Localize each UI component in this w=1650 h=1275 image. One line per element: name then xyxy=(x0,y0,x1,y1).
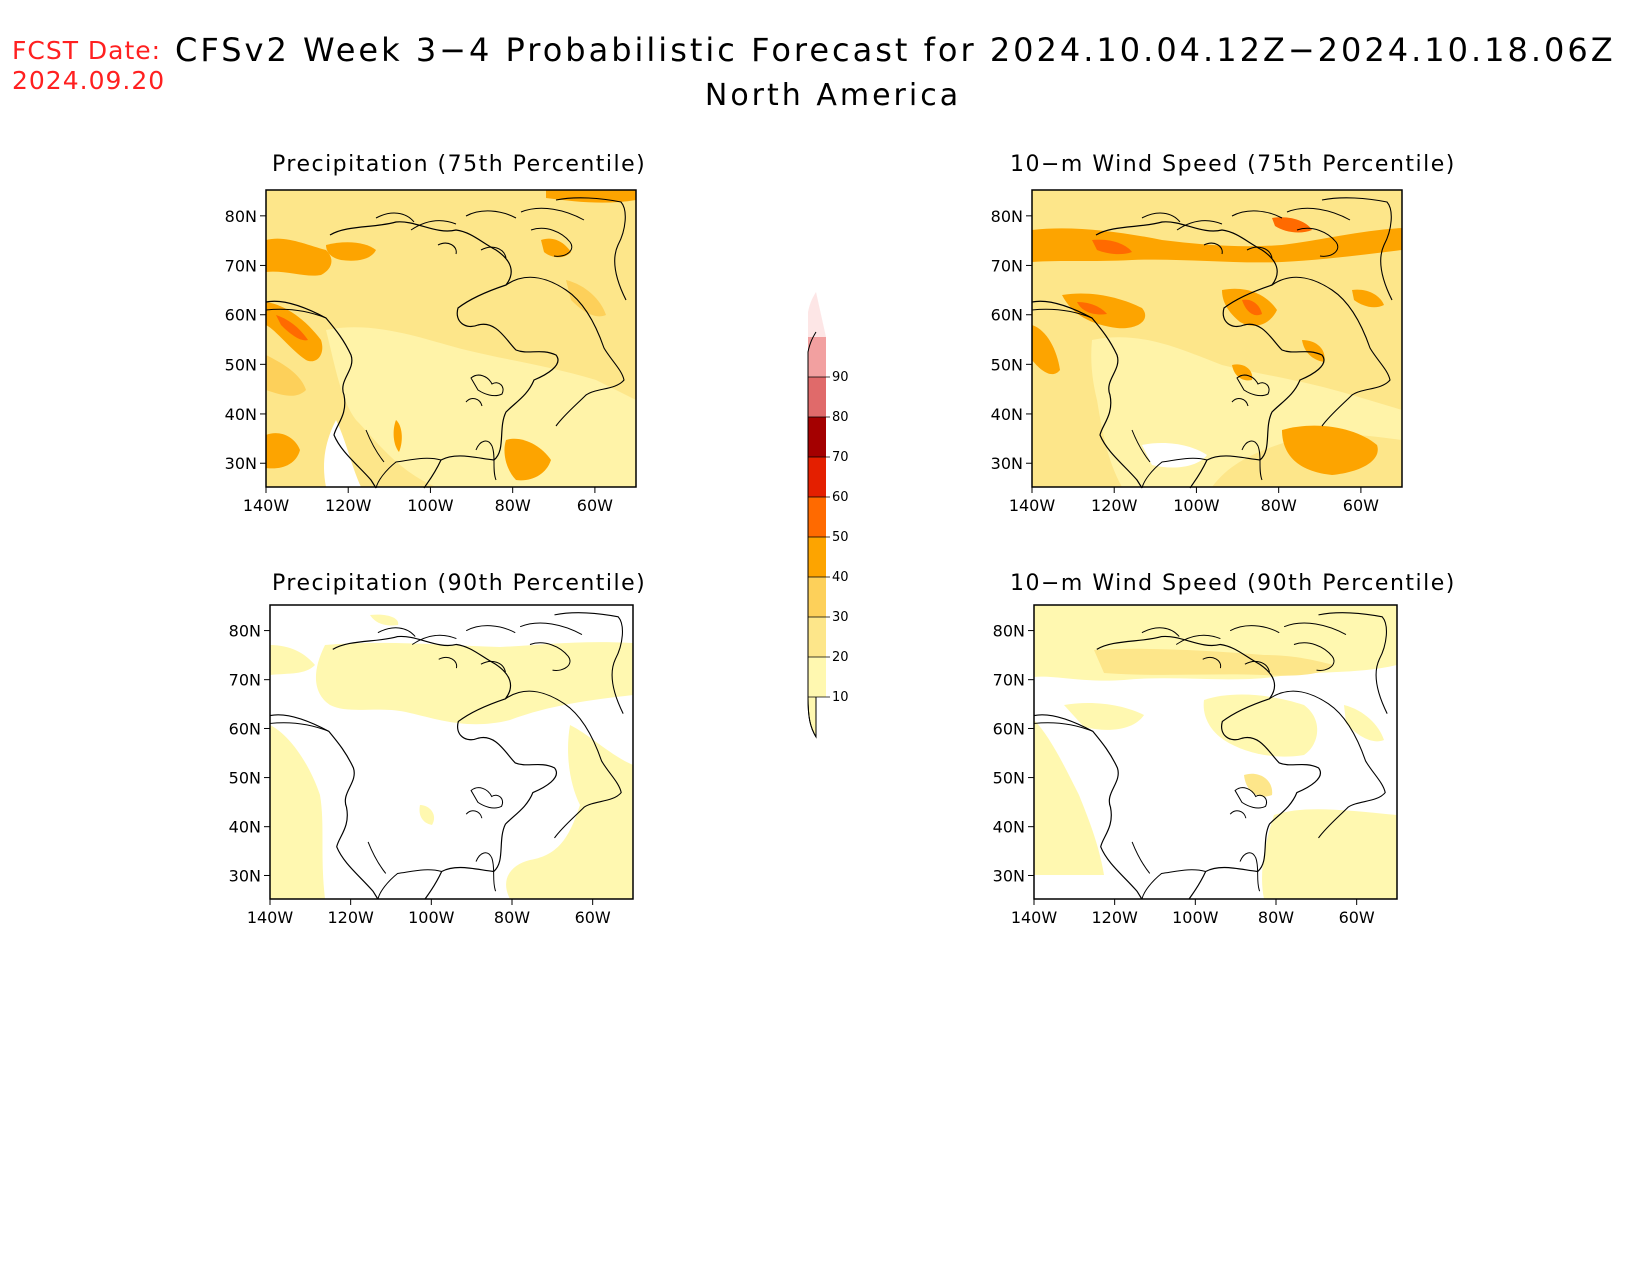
lat-label: 70N xyxy=(225,256,257,275)
colorbar-swatch xyxy=(808,417,826,457)
map-panel-wind75 xyxy=(1031,189,1403,489)
lon-label: 140W xyxy=(247,908,294,927)
lon-label: 60W xyxy=(1343,496,1379,515)
region-title: North America xyxy=(704,78,962,113)
colorbar-label: 20 xyxy=(832,650,849,665)
panel-title-precip75: Precipitation (75th Percentile) xyxy=(272,152,647,177)
page-title: CFSv2 Week 3−4 Probabilistic Forecast fo… xyxy=(175,31,1616,69)
forecast-date-value: 2024.09.20 xyxy=(12,66,166,95)
panel-title-precip90: Precipitation (90th Percentile) xyxy=(272,571,647,596)
colorbar-swatch xyxy=(808,657,826,697)
lat-label: 60N xyxy=(991,306,1023,325)
lon-label: 100W xyxy=(408,908,455,927)
colorbar-label: 40 xyxy=(832,570,849,585)
lon-label: 120W xyxy=(1091,908,1138,927)
lat-label: 50N xyxy=(993,769,1025,788)
lat-label: 50N xyxy=(229,769,261,788)
lat-label: 70N xyxy=(229,671,261,690)
colorbar-label: 30 xyxy=(832,610,849,625)
lat-label: 30N xyxy=(991,454,1023,473)
lat-label: 70N xyxy=(991,256,1023,275)
lon-label: 80W xyxy=(494,908,530,927)
lon-label: 80W xyxy=(1258,908,1294,927)
lon-label: 60W xyxy=(577,496,613,515)
lat-label: 60N xyxy=(225,306,257,325)
lat-label: 30N xyxy=(225,454,257,473)
lon-label: 100W xyxy=(1172,908,1219,927)
forecast-date-label: FCST Date: xyxy=(12,36,162,65)
lon-label: 140W xyxy=(243,496,290,515)
colorbar-swatch xyxy=(808,617,826,657)
lat-label: 80N xyxy=(229,622,261,641)
lat-label: 80N xyxy=(991,207,1023,226)
lat-label: 80N xyxy=(993,622,1025,641)
forecast-date: FCST Date: 2024.09.20 xyxy=(12,36,165,96)
panel-title-wind75: 10−m Wind Speed (75th Percentile) xyxy=(1010,152,1456,177)
lat-label: 40N xyxy=(229,818,261,837)
lon-label: 140W xyxy=(1009,496,1056,515)
colorbar-label: 10 xyxy=(832,690,849,705)
colorbar-swatch xyxy=(808,497,826,537)
lat-label: 40N xyxy=(991,405,1023,424)
colorbar-swatch xyxy=(808,457,826,497)
lon-label: 100W xyxy=(407,496,454,515)
colorbar-swatch xyxy=(808,337,826,377)
lon-label: 120W xyxy=(325,496,372,515)
colorbar-outline xyxy=(807,331,817,738)
lat-label: 30N xyxy=(229,866,261,885)
lat-label: 40N xyxy=(225,405,257,424)
lat-label: 80N xyxy=(225,207,257,226)
colorbar-swatch xyxy=(808,577,826,617)
colorbar: 10 20 30 40 50 60 70 80 90 xyxy=(807,292,849,739)
map-panel-precip75 xyxy=(265,189,637,489)
axes-layer: 80N 70N 60N 50N 40N 30N 140W 120W 100W 80W 60W 80N 7… xyxy=(225,207,1379,927)
lon-label: 80W xyxy=(495,496,531,515)
lat-label: 40N xyxy=(993,818,1025,837)
lon-label: 60W xyxy=(575,908,611,927)
lat-label: 50N xyxy=(225,355,257,374)
colorbar-top-cap xyxy=(808,292,826,337)
map-panel-precip90 xyxy=(269,604,634,900)
lon-label: 100W xyxy=(1173,496,1220,515)
lat-label: 60N xyxy=(993,719,1025,738)
colorbar-label: 60 xyxy=(832,490,849,505)
colorbar-label: 70 xyxy=(832,450,849,465)
lat-label: 50N xyxy=(991,355,1023,374)
lon-label: 120W xyxy=(327,908,374,927)
panel-title-wind90: 10−m Wind Speed (90th Percentile) xyxy=(1010,571,1456,596)
colorbar-swatch xyxy=(808,377,826,417)
lon-label: 60W xyxy=(1339,908,1375,927)
lat-label: 60N xyxy=(229,719,261,738)
lat-label: 30N xyxy=(993,866,1025,885)
colorbar-label: 80 xyxy=(832,410,849,425)
colorbar-label: 50 xyxy=(832,530,849,545)
lat-label: 70N xyxy=(993,671,1025,690)
lon-label: 120W xyxy=(1091,496,1138,515)
colorbar-swatch xyxy=(808,537,826,577)
lon-label: 140W xyxy=(1011,908,1058,927)
lon-label: 80W xyxy=(1261,496,1297,515)
colorbar-label: 90 xyxy=(832,370,849,385)
map-panel-wind90 xyxy=(1033,604,1398,900)
